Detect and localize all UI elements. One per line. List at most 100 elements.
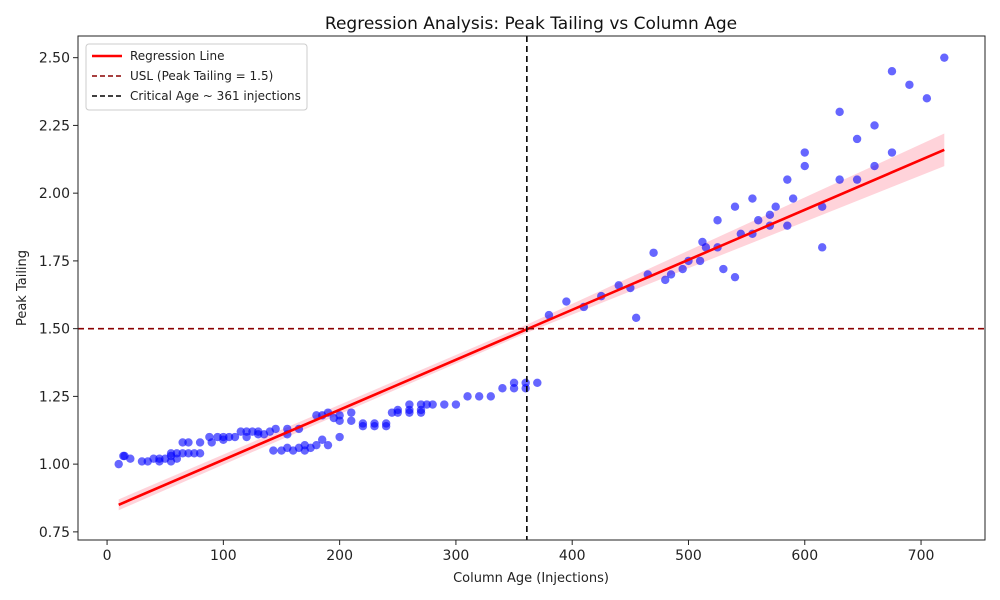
data-point bbox=[323, 440, 333, 450]
legend-label-usl: USL (Peak Tailing = 1.5) bbox=[130, 69, 273, 83]
data-point bbox=[701, 243, 711, 252]
chart-title: Regression Analysis: Peak Tailing vs Col… bbox=[325, 14, 737, 34]
data-point bbox=[486, 392, 496, 401]
data-point bbox=[195, 449, 205, 458]
data-point bbox=[335, 432, 344, 442]
data-point bbox=[172, 449, 182, 458]
data-point bbox=[474, 392, 484, 401]
data-point bbox=[195, 438, 205, 447]
data-point bbox=[254, 430, 263, 439]
data-point bbox=[126, 454, 135, 463]
data-point bbox=[521, 384, 530, 393]
data-point bbox=[783, 175, 792, 184]
data-point bbox=[870, 121, 879, 130]
data-point bbox=[451, 400, 461, 409]
data-point bbox=[835, 107, 844, 117]
data-point bbox=[312, 411, 321, 420]
data-point bbox=[370, 421, 379, 431]
data-point bbox=[678, 264, 687, 274]
data-point bbox=[271, 424, 280, 434]
y-tick-label: 1.25 bbox=[39, 389, 70, 405]
y-tick-label: 1.00 bbox=[39, 457, 70, 473]
data-point bbox=[242, 432, 251, 442]
x-tick-label: 100 bbox=[210, 548, 237, 564]
data-point bbox=[533, 378, 542, 388]
data-point bbox=[236, 427, 245, 436]
data-point bbox=[422, 400, 432, 409]
y-tick-label: 1.50 bbox=[39, 322, 70, 338]
data-point bbox=[178, 438, 187, 447]
data-point bbox=[852, 175, 862, 184]
data-point bbox=[631, 313, 641, 323]
data-point bbox=[405, 408, 414, 417]
data-point bbox=[347, 408, 356, 417]
data-point bbox=[649, 248, 658, 257]
data-point bbox=[166, 449, 176, 458]
data-point bbox=[887, 148, 897, 157]
data-point bbox=[905, 80, 914, 89]
data-point bbox=[719, 264, 728, 274]
legend-label-critical-age: Critical Age ~ 361 injections bbox=[130, 89, 301, 103]
x-tick-label: 400 bbox=[559, 548, 586, 564]
data-point bbox=[940, 53, 949, 62]
data-point bbox=[788, 194, 798, 203]
data-point bbox=[748, 194, 757, 203]
data-point bbox=[184, 438, 193, 447]
data-point bbox=[219, 432, 228, 442]
data-point bbox=[870, 161, 879, 171]
y-tick-label: 2.50 bbox=[39, 51, 70, 67]
plot-area bbox=[78, 36, 985, 540]
x-tick-label: 500 bbox=[675, 548, 702, 564]
data-point bbox=[184, 449, 193, 458]
data-point bbox=[666, 270, 676, 279]
data-point bbox=[347, 416, 356, 425]
x-axis: 0 100 200 300 400 500 600 700 bbox=[103, 540, 935, 564]
x-tick-label: 0 bbox=[103, 548, 112, 564]
data-point bbox=[783, 221, 792, 230]
data-point bbox=[335, 416, 344, 425]
data-point bbox=[922, 94, 932, 103]
x-tick-label: 200 bbox=[326, 548, 353, 564]
data-point bbox=[562, 297, 571, 306]
data-point bbox=[440, 400, 449, 409]
data-point bbox=[661, 275, 670, 285]
confidence-band bbox=[118, 133, 945, 511]
y-tick-label: 2.00 bbox=[39, 186, 70, 202]
data-point bbox=[312, 440, 321, 450]
data-point bbox=[695, 256, 705, 266]
x-tick-label: 300 bbox=[443, 548, 470, 564]
data-point bbox=[190, 449, 199, 458]
y-tick-label: 1.75 bbox=[39, 254, 70, 270]
data-point bbox=[765, 210, 775, 220]
data-point bbox=[713, 216, 722, 225]
data-point bbox=[269, 446, 278, 455]
data-point bbox=[416, 408, 426, 417]
data-point bbox=[358, 421, 368, 431]
data-point bbox=[818, 243, 827, 252]
data-point bbox=[207, 438, 216, 447]
x-tick-label: 600 bbox=[791, 548, 818, 564]
data-point bbox=[114, 459, 123, 469]
regression-line bbox=[118, 148, 945, 506]
data-point bbox=[730, 272, 740, 282]
data-point bbox=[800, 161, 809, 171]
y-axis: 0.75 1.00 1.25 1.50 1.75 2.00 2.25 2.50 bbox=[39, 51, 78, 541]
data-point bbox=[463, 392, 472, 401]
data-point bbox=[887, 67, 897, 76]
legend-box bbox=[85, 43, 308, 111]
plot-frame bbox=[77, 35, 986, 541]
data-point bbox=[544, 310, 554, 320]
y-axis-label: Peak Tailing bbox=[15, 250, 30, 326]
data-point bbox=[835, 175, 844, 184]
data-point bbox=[852, 134, 862, 144]
data-point bbox=[230, 432, 240, 442]
x-tick-label: 700 bbox=[908, 548, 935, 564]
data-point bbox=[730, 202, 740, 211]
data-point bbox=[614, 281, 623, 290]
data-point bbox=[800, 148, 809, 157]
data-point bbox=[178, 449, 187, 458]
data-point bbox=[771, 202, 780, 211]
data-point bbox=[754, 216, 763, 225]
data-point bbox=[428, 400, 437, 409]
